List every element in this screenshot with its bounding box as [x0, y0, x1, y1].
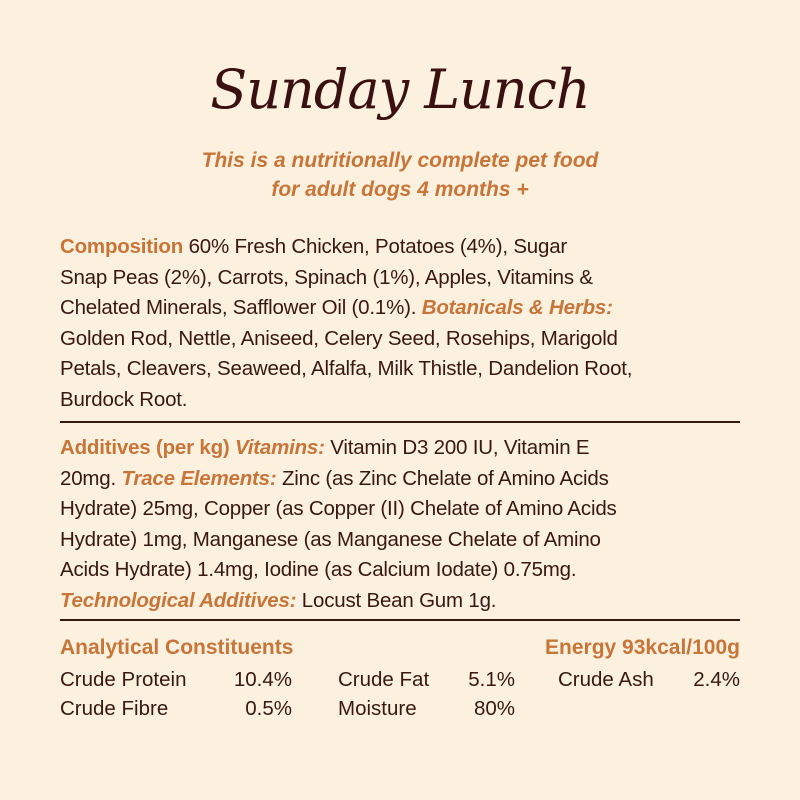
- subtitle-line: This is a nutritionally complete pet foo…: [201, 149, 599, 172]
- nutrient-label: Crude Fibre: [60, 697, 169, 720]
- body-text: Locust Bean Gum 1g.: [301, 588, 497, 612]
- body-text: Snap Peas (2%), Carrots, Spinach (1%), A…: [60, 265, 593, 289]
- product-title: Sunday Lunch: [210, 58, 590, 121]
- composition-line: Chelated Minerals, Safflower Oil (0.1%).…: [60, 293, 750, 324]
- divider: [60, 421, 740, 423]
- body-text: Burdock Root.: [60, 387, 188, 411]
- additives-line: Hydrate) 25mg, Copper (as Copper (II) Ch…: [60, 494, 750, 525]
- body-text: Vitamin D3 200 IU, Vitamin E: [330, 436, 590, 459]
- body-text: Hydrate) 1mg, Manganese (as Manganese Ch…: [60, 527, 601, 551]
- section-label: Additives (per kg): [60, 436, 236, 459]
- analytical-header: Analytical Constituents Energy 93kcal/10…: [60, 636, 740, 660]
- additives-section: Additives (per kg) Vitamins: Vitamin D3 …: [60, 433, 750, 617]
- product-subtitle: This is a nutritionally complete pet foo…: [0, 146, 800, 204]
- analytical-heading: Analytical Constituents: [60, 636, 294, 659]
- energy-value: Energy 93kcal/100g: [545, 636, 740, 659]
- nutrient-label: Moisture: [338, 697, 417, 720]
- composition-section: Composition 60% Fresh Chicken, Potatoes …: [60, 232, 750, 416]
- section-label: Technological Additives:: [60, 588, 302, 612]
- body-text: Hydrate) 25mg, Copper (as Copper (II) Ch…: [60, 497, 617, 521]
- body-text: Golden Rod, Nettle, Aniseed, Celery Seed…: [60, 326, 618, 350]
- body-text: Petals, Cleavers, Seaweed, Alfalfa, Milk…: [60, 357, 633, 381]
- additives-line: Hydrate) 1mg, Manganese (as Manganese Ch…: [60, 525, 750, 556]
- additives-line: Technological Additives: Locust Bean Gum…: [60, 586, 750, 617]
- divider: [60, 619, 740, 621]
- section-label: Vitamins:: [235, 436, 331, 459]
- nutrient-value: 2.4%: [693, 668, 740, 691]
- nutrient-label: Crude Protein: [60, 668, 187, 691]
- body-text: Zinc (as Zinc Chelate of Amino Acids: [281, 466, 609, 490]
- nutrient-value: 0.5%: [245, 697, 292, 720]
- additives-line: Acids Hydrate) 1.4mg, Iodine (as Calcium…: [60, 555, 750, 586]
- section-label: Trace Elements:: [121, 466, 282, 490]
- nutrient-value: 10.4%: [233, 668, 292, 691]
- nutrient-value: 5.1%: [468, 668, 515, 691]
- body-text: Acids Hydrate) 1.4mg, Iodine (as Calcium…: [60, 558, 577, 582]
- composition-line: Petals, Cleavers, Seaweed, Alfalfa, Milk…: [60, 354, 750, 385]
- nutrient-label: Crude Ash: [558, 668, 654, 691]
- additives-line: 20mg. Trace Elements: Zinc (as Zinc Chel…: [60, 464, 750, 495]
- composition-line: Burdock Root.: [60, 385, 750, 416]
- nutrient-value: 80%: [473, 697, 515, 720]
- body-text: 60% Fresh Chicken, Potatoes (4%), Sugar: [188, 235, 568, 258]
- composition-line: Snap Peas (2%), Carrots, Spinach (1%), A…: [60, 263, 750, 294]
- body-text: 20mg.: [60, 466, 122, 490]
- section-label: Composition: [60, 235, 189, 258]
- section-label: Botanicals & Herbs:: [421, 296, 613, 320]
- additives-line: Additives (per kg) Vitamins: Vitamin D3 …: [60, 433, 750, 464]
- composition-line: Composition 60% Fresh Chicken, Potatoes …: [60, 232, 750, 263]
- composition-line: Golden Rod, Nettle, Aniseed, Celery Seed…: [60, 324, 750, 355]
- subtitle-line: for adult dogs 4 months +: [271, 178, 529, 201]
- body-text: Chelated Minerals, Safflower Oil (0.1%).: [60, 296, 422, 320]
- nutrient-label: Crude Fat: [338, 668, 430, 691]
